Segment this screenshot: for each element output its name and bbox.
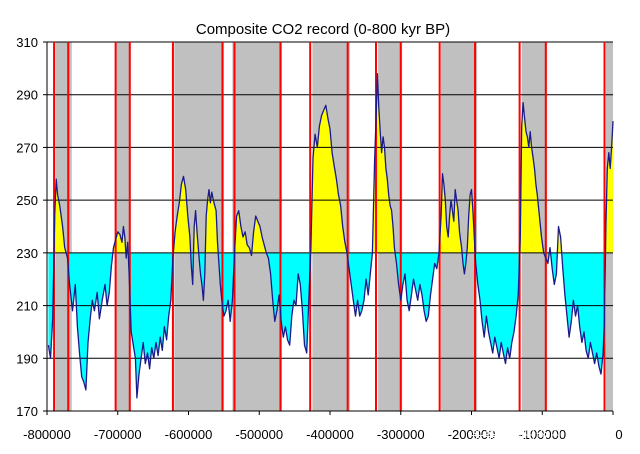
y-tick-label-3: 230 — [16, 246, 38, 261]
x-tick-label-5: -300000 — [377, 427, 425, 442]
x-tick-label-8: 0 — [615, 427, 622, 442]
y-tick-label-7: 310 — [16, 35, 38, 50]
area-below-baseline — [48, 252, 606, 398]
x-tick-label-4: -400000 — [306, 427, 354, 442]
x-tick-label-2: -600000 — [165, 427, 213, 442]
y-tick-label-2: 210 — [16, 299, 38, 314]
watermark-text: 头条@今日今日 — [471, 428, 562, 444]
co2-series-line — [47, 72, 614, 399]
plot-area: 170 190 210 230 250 270 290 310 -800000 -700000 -6… — [16, 35, 622, 442]
y-tick-label-4: 250 — [16, 193, 38, 208]
x-tick-label-6: -200000 — [448, 427, 496, 442]
x-tick-label-7: -100000 — [518, 427, 566, 442]
x-tick-label-3: -500000 — [235, 427, 283, 442]
y-tick-label-6: 290 — [16, 88, 38, 103]
area-above-baseline — [48, 73, 613, 253]
y-tick-label-0: 170 — [16, 404, 38, 419]
x-tick-label-1: -700000 — [94, 427, 142, 442]
y-tick-label-5: 270 — [16, 140, 38, 155]
x-tick-label-0: -800000 — [23, 427, 71, 442]
y-tick-label-1: 190 — [16, 351, 38, 366]
chart-title: Composite CO2 record (0-800 kyr BP) — [196, 21, 450, 38]
